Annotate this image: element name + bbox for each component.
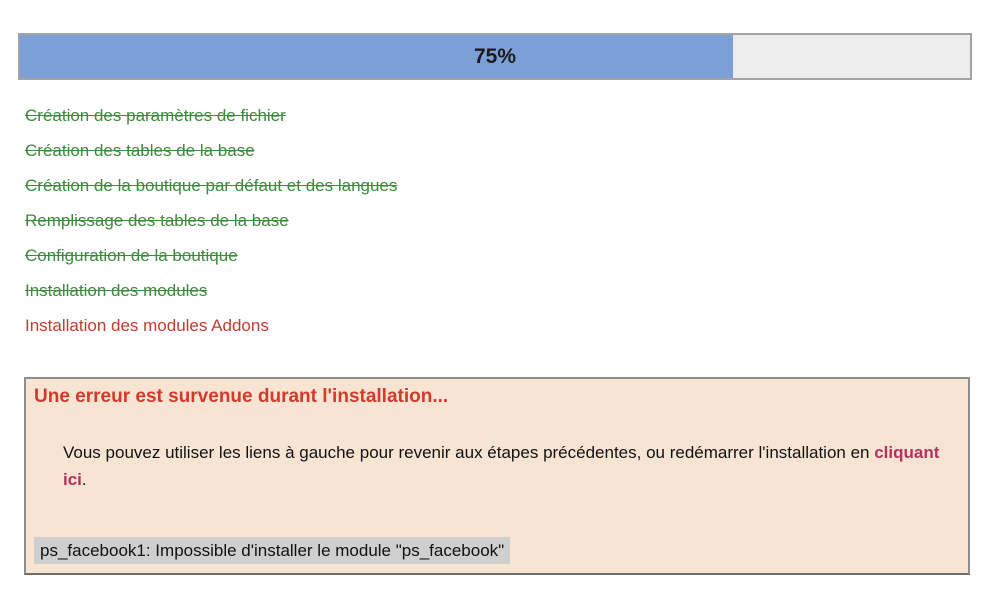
error-title: Une erreur est survenue durant l'install…: [34, 386, 449, 407]
error-help-text-before-link: Vous pouvez utiliser les liens à gauche …: [63, 443, 875, 462]
error-help-text-after-link: .: [81, 470, 87, 489]
step-link-populate-tables[interactable]: Remplissage des tables de la base: [25, 211, 289, 230]
step-link-database-tables[interactable]: Création des tables de la base: [25, 141, 255, 160]
step-link-addons-modules[interactable]: Installation des modules Addons: [25, 316, 269, 335]
error-help-text: Vous pouvez utiliser les liens à gauche …: [63, 439, 948, 493]
step-link-shop-config[interactable]: Configuration de la boutique: [25, 246, 238, 265]
restart-install-link[interactable]: cliquant ici: [63, 443, 940, 489]
progress-percent-label: 75%: [473, 45, 517, 68]
progress-fill: [20, 35, 733, 78]
step-link-install-modules[interactable]: Installation des modules: [25, 281, 208, 300]
install-progress-bar: 75%: [18, 33, 972, 80]
error-panel: Une erreur est survenue durant l'install…: [24, 377, 970, 575]
step-link-file-parameters[interactable]: Création des paramètres de fichier: [25, 106, 286, 125]
step-link-default-shop[interactable]: Création de la boutique par défaut et de…: [25, 176, 398, 195]
error-detail-message: ps_facebook1: Impossible d'installer le …: [34, 537, 511, 564]
install-steps-list: Création des paramètres de fichier Créat…: [25, 98, 1000, 343]
